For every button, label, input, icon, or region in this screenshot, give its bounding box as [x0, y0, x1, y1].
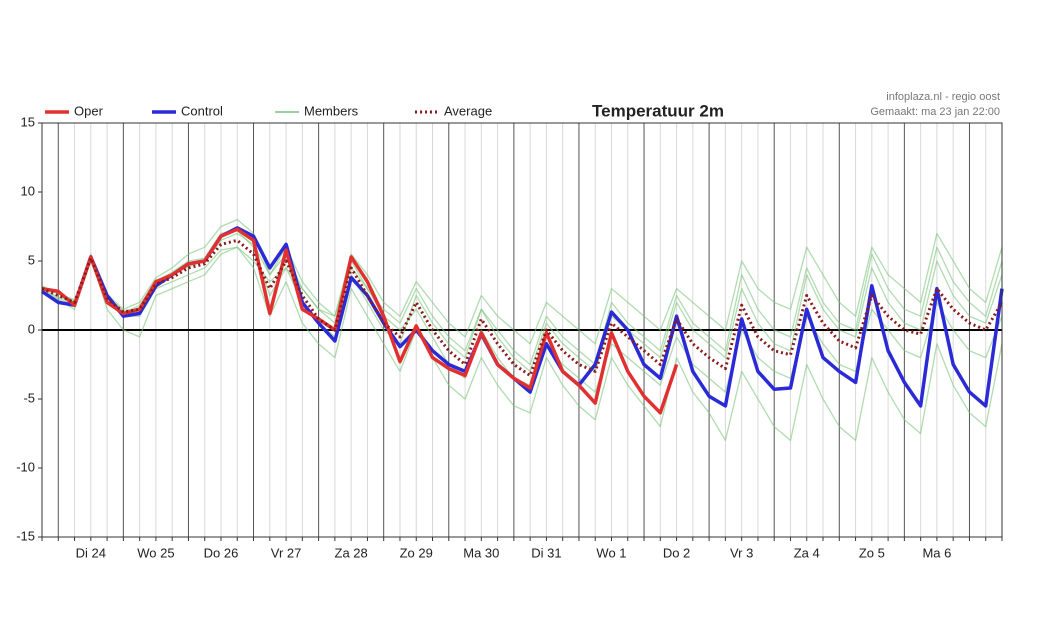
series-line [41, 227, 679, 415]
x-tick-label: Ma 6 [922, 545, 951, 560]
member-line [41, 218, 1003, 345]
y-tick-label: -5 [23, 390, 35, 405]
member-line [41, 232, 1003, 366]
plot-frame [41, 122, 1003, 538]
source: infoplaza.nl - regio oost [886, 91, 1000, 103]
x-tick-label: Do 26 [204, 545, 239, 560]
x-tick-label: Di 24 [76, 545, 106, 560]
legend-label: Members [304, 103, 359, 118]
grid: Di 24 Wo 25 Do 26 Vr 27 Za 28 Zo 29 Ma 30 Di 31… [16, 114, 1003, 560]
y-tick-label: -10 [16, 459, 35, 474]
y-tick-label: -15 [16, 528, 35, 543]
x-tick-label: Za 4 [794, 545, 820, 560]
member-line [41, 246, 1003, 442]
x-tick-label: Vr 27 [271, 545, 302, 560]
y-tick-label: 10 [21, 183, 35, 198]
x-tick-label: Do 2 [663, 545, 690, 560]
x-tick-label: Vr 3 [730, 545, 753, 560]
made: Gemaakt: ma 23 jan 22:00 [870, 106, 1000, 118]
chart-title: Temperatuur 2m [592, 101, 724, 120]
plot [41, 218, 1004, 442]
series-line [41, 238, 1004, 377]
member-line [41, 229, 1003, 373]
legend-label: Oper [74, 103, 104, 118]
x-tick-label: Zo 5 [859, 545, 885, 560]
legend-label: Average [444, 103, 492, 118]
x-tick-label: Wo 1 [596, 545, 626, 560]
x-tick-label: Wo 25 [137, 545, 174, 560]
x-tick-label: Zo 29 [400, 545, 433, 560]
y-tick-label: 5 [28, 252, 35, 267]
x-tick-label: Za 28 [335, 545, 368, 560]
legend-label: Control [181, 103, 223, 118]
y-tick-label: 15 [21, 114, 35, 129]
x-tick-label: Ma 30 [463, 545, 499, 560]
x-tick-label: Di 31 [531, 545, 561, 560]
y-tick-label: 0 [28, 321, 35, 336]
